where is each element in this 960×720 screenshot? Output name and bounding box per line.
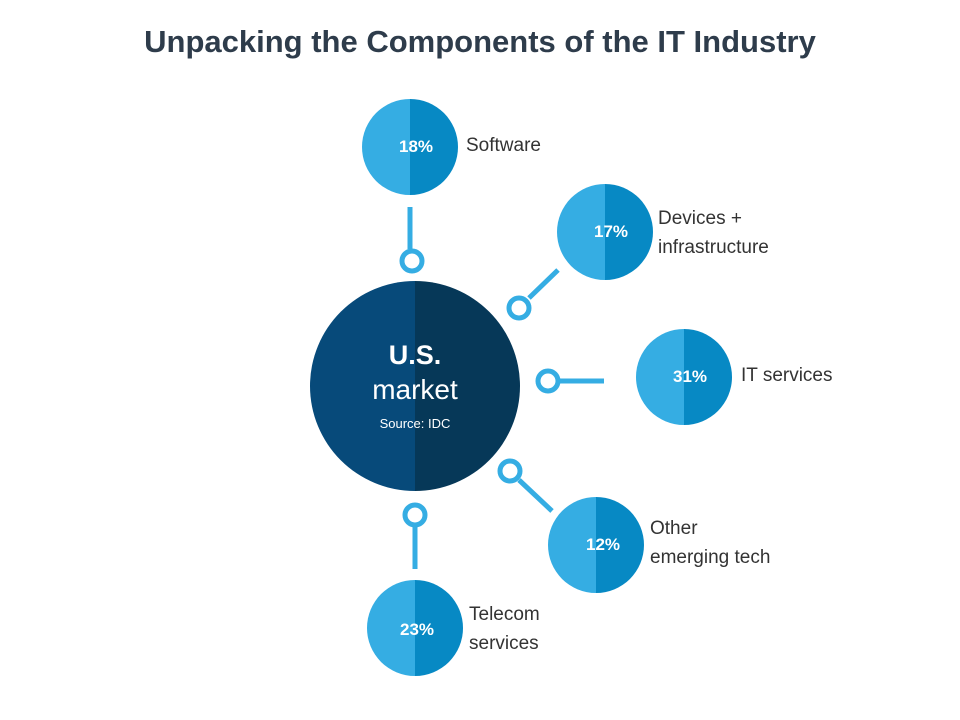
percent-telecom: 23% [399,620,435,639]
label-telecom-line-2: services [469,633,539,654]
hub-subtitle: market [372,374,458,405]
percent-devices: 17% [593,222,629,241]
label-software: Software [466,131,541,160]
connector-telecom [402,502,428,569]
label-devices: Devices + infrastructure [658,204,769,262]
label-other-tech: Other emerging tech [650,514,770,572]
connector-software [399,207,425,274]
hub-source: Source: IDC [379,416,451,431]
label-other-tech-line-2: emerging tech [650,547,771,568]
percent-software: 18% [398,137,434,156]
label-telecom: Telecom services [469,600,540,658]
label-it-services: IT services [741,361,833,390]
label-it-services-line-1: IT services [741,365,833,386]
label-software-line-1: Software [466,135,541,156]
hub-title: U.S. [388,340,442,370]
connector-it-services [535,368,604,394]
percent-other-tech: 12% [585,535,621,554]
percent-it-services: 31% [672,367,708,386]
label-devices-line-1: Devices + [658,208,742,229]
label-other-tech-line-1: Other [650,518,698,539]
diagram-title: Unpacking the Components of the IT Indus… [144,24,816,59]
connector-devices [506,268,560,321]
label-devices-line-2: infrastructure [658,237,769,258]
connector-other-tech [497,458,554,513]
label-telecom-line-1: Telecom [469,604,540,625]
